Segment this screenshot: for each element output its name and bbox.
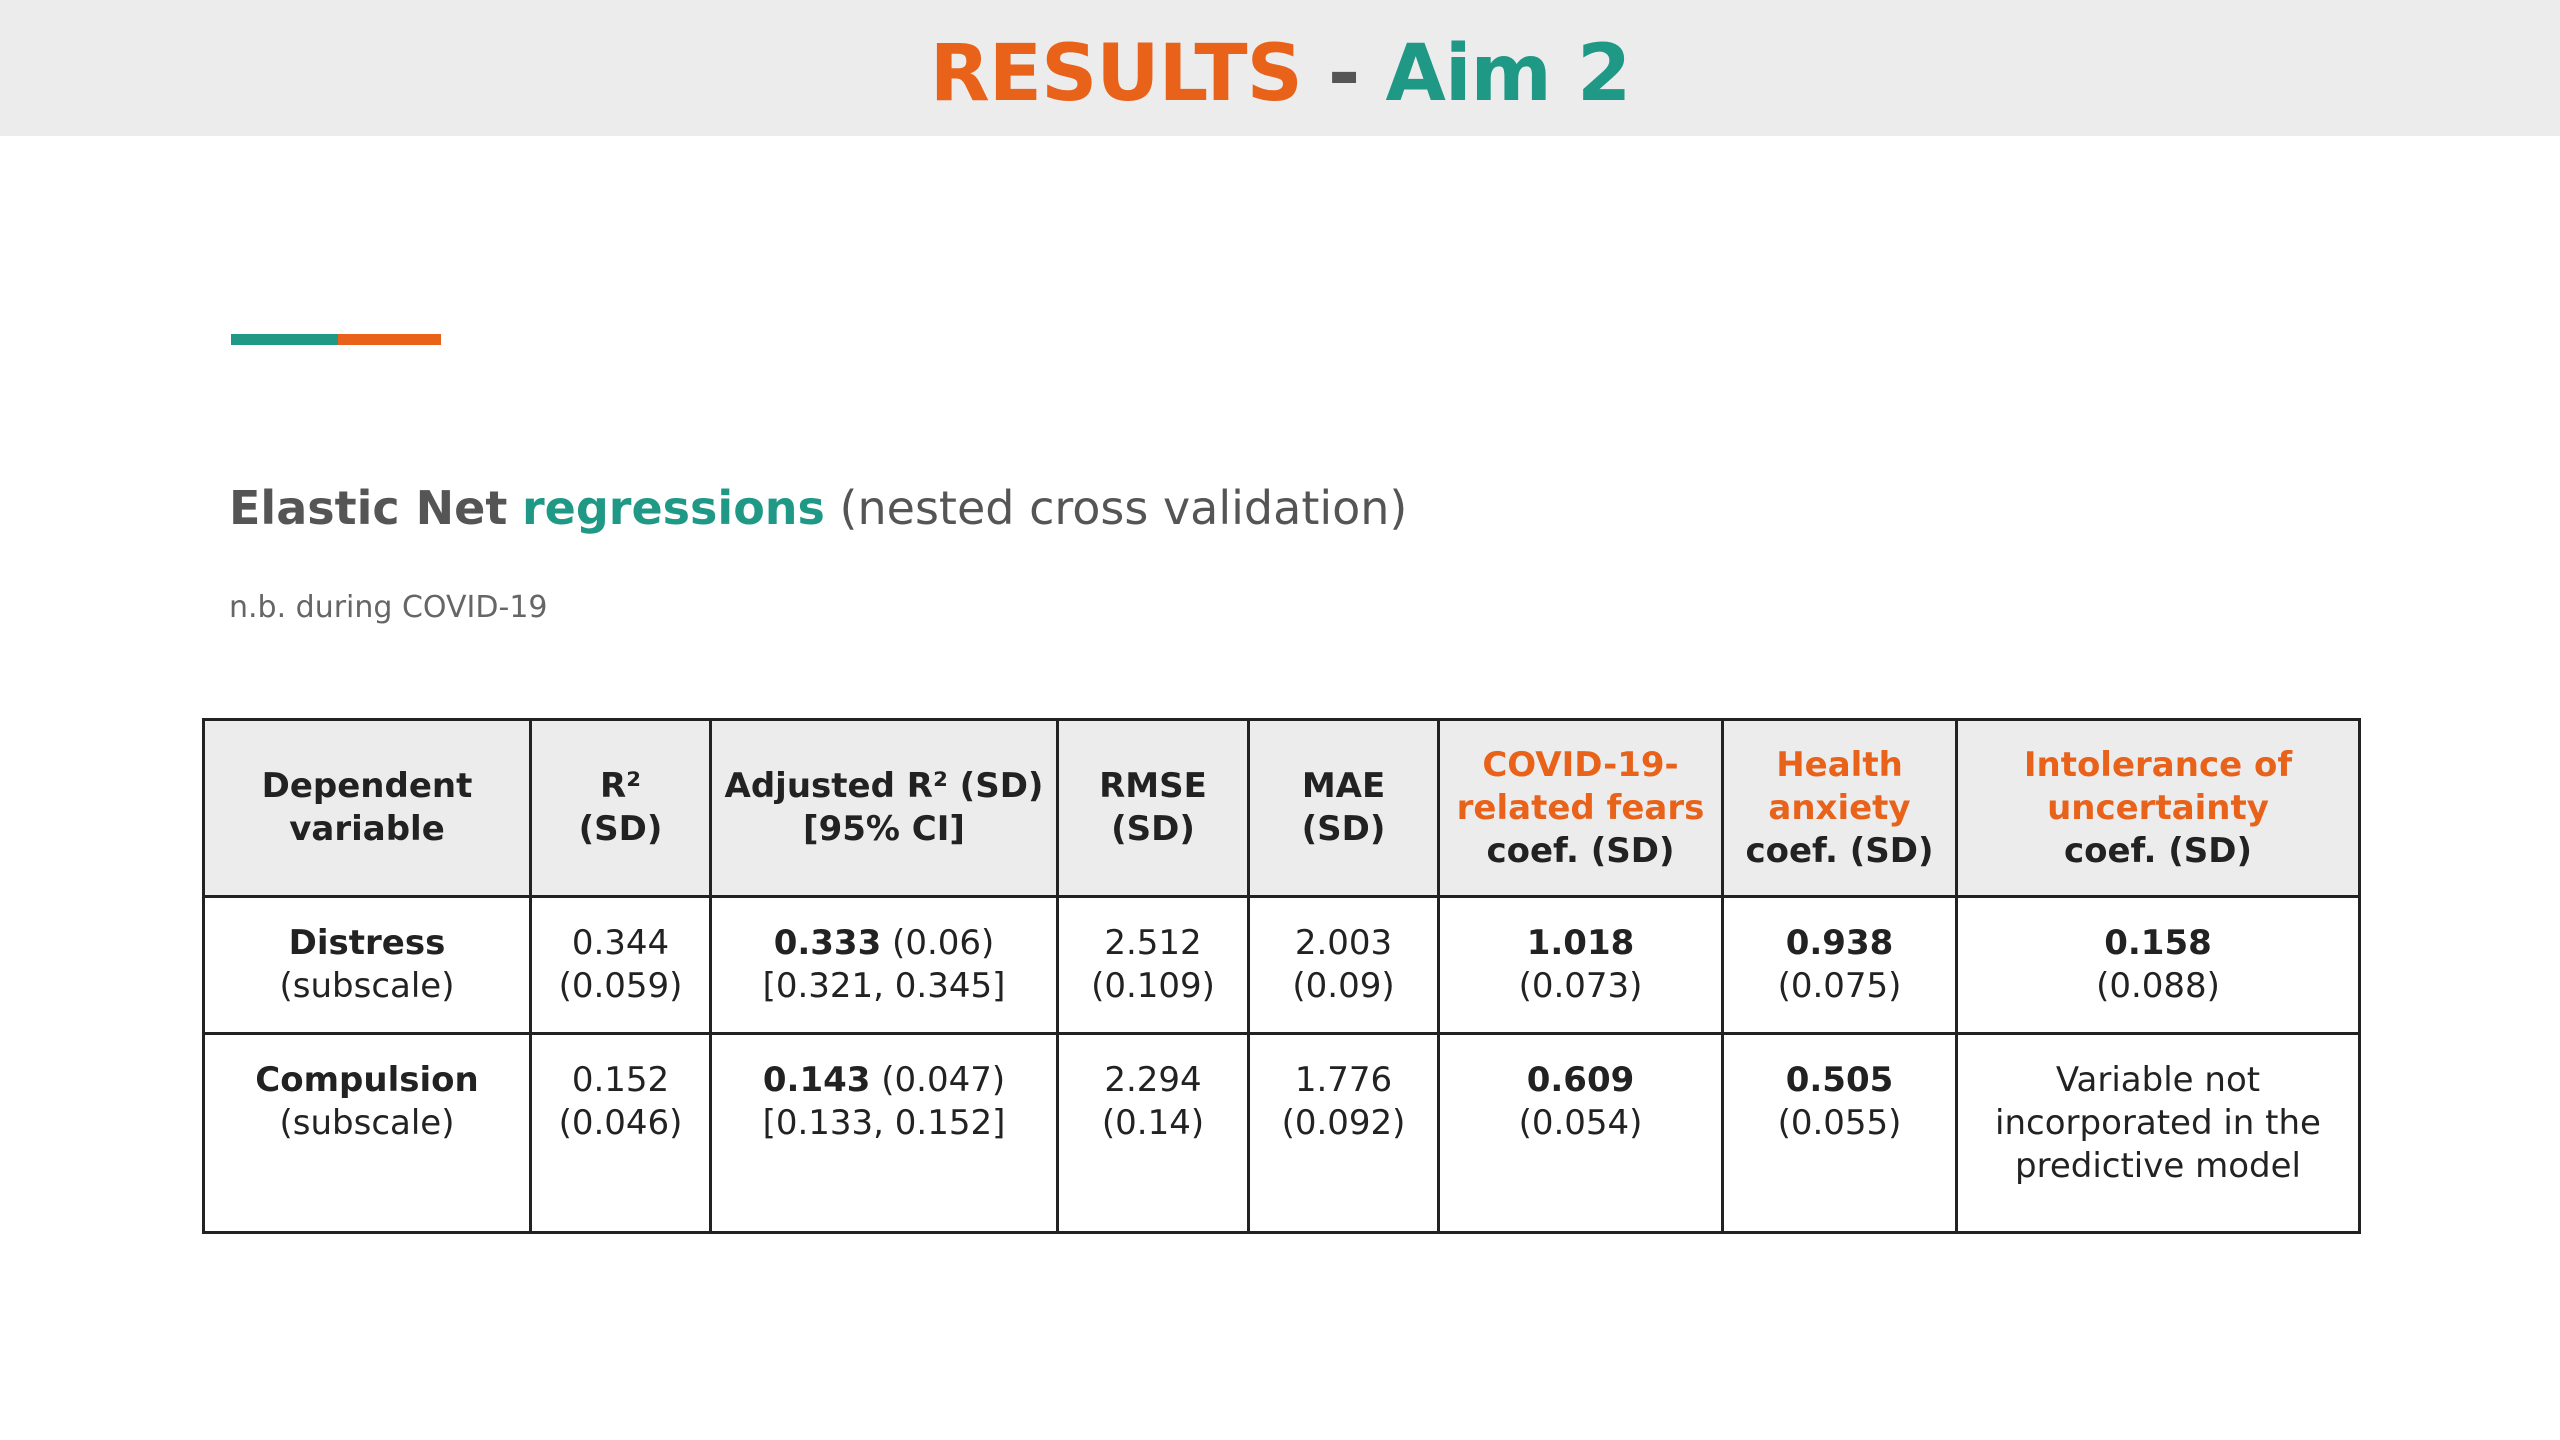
header-r2: R² (SD) xyxy=(529,718,712,898)
table-row-compulsion: Compulsion (subscale) 0.152 (0.046) 0.14… xyxy=(202,1032,2361,1234)
table-header-row: Dependent variable R² (SD) Adjusted R² (… xyxy=(202,718,2361,898)
cell-adjusted-r2: 0.333 (0.06) [0.321, 0.345] xyxy=(709,895,1059,1035)
header-health-anxiety: Health anxiety coef. (SD) xyxy=(1721,718,1958,898)
header-dependent-variable: Dependent variable xyxy=(202,718,532,898)
cell-health-coef: 0.505 (0.055) xyxy=(1721,1032,1958,1234)
cell-rmse: 2.512 (0.109) xyxy=(1056,895,1250,1035)
header-mae: MAE (SD) xyxy=(1247,718,1440,898)
table-row-distress: Distress (subscale) 0.344 (0.059) 0.333 … xyxy=(202,895,2361,1035)
slide-header: RESULTS - Aim 2 xyxy=(0,0,2560,136)
cell-iu-coef: 0.158 (0.088) xyxy=(1955,895,2361,1035)
accent-bar xyxy=(231,334,441,345)
cell-mae: 1.776 (0.092) xyxy=(1247,1032,1440,1234)
title-separator: - xyxy=(1301,29,1386,119)
header-covid-fears: COVID-19- related fears coef. (SD) xyxy=(1437,718,1724,898)
cell-r2: 0.152 (0.046) xyxy=(529,1032,712,1234)
title-aim: Aim 2 xyxy=(1385,29,1631,119)
cell-rmse: 2.294 (0.14) xyxy=(1056,1032,1250,1234)
header-rmse: RMSE (SD) xyxy=(1056,718,1250,898)
section-subtitle: Elastic Net regressions (nested cross va… xyxy=(229,478,1407,538)
cell-covid-coef: 0.609 (0.054) xyxy=(1437,1032,1724,1234)
cell-health-coef: 0.938 (0.075) xyxy=(1721,895,1958,1035)
accent-bar-orange xyxy=(338,334,441,345)
cell-mae: 2.003 (0.09) xyxy=(1247,895,1440,1035)
cell-dependent-variable: Distress (subscale) xyxy=(202,895,532,1035)
header-intolerance-uncertainty: Intolerance of uncertainty coef. (SD) xyxy=(1955,718,2361,898)
cell-adjusted-r2: 0.143 (0.047) [0.133, 0.152] xyxy=(709,1032,1059,1234)
header-adjusted-r2: Adjusted R² (SD) [95% CI] xyxy=(709,718,1059,898)
slide-title: RESULTS - Aim 2 xyxy=(0,28,2560,120)
results-table: Dependent variable R² (SD) Adjusted R² (… xyxy=(202,718,2361,1234)
cell-iu-note: Variable not incorporated in the predict… xyxy=(1955,1032,2361,1234)
title-results: RESULTS xyxy=(929,29,1303,119)
cell-dependent-variable: Compulsion (subscale) xyxy=(202,1032,532,1234)
cell-covid-coef: 1.018 (0.073) xyxy=(1437,895,1724,1035)
subtitle-method: Elastic Net xyxy=(229,481,508,535)
accent-bar-teal xyxy=(231,334,338,345)
cell-r2: 0.344 (0.059) xyxy=(529,895,712,1035)
subtitle-detail: (nested cross validation) xyxy=(839,481,1408,535)
section-note: n.b. during COVID-19 xyxy=(229,590,548,625)
subtitle-keyword: regressions xyxy=(521,481,825,535)
